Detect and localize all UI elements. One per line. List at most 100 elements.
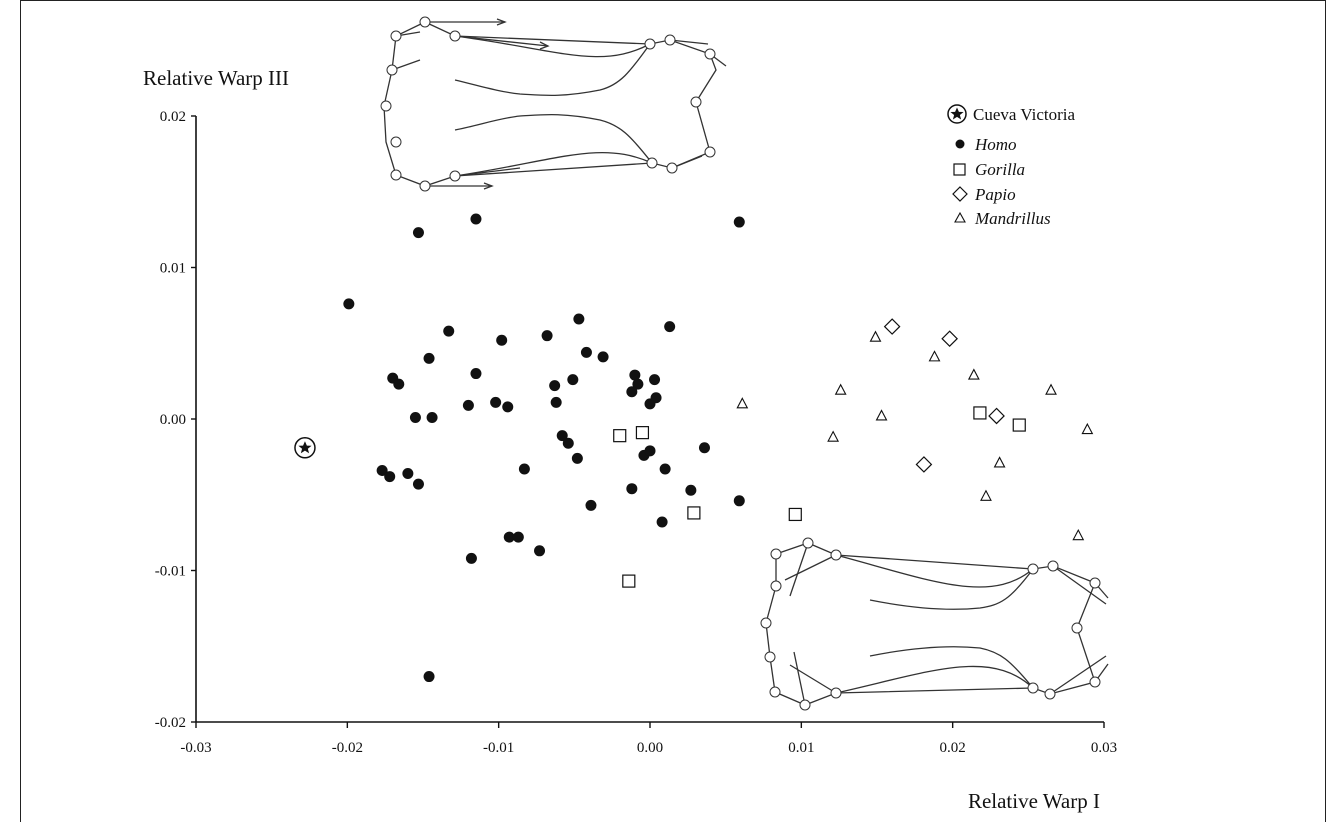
data-points: [294, 213, 1094, 683]
bone-outline-bottom-diagram: [760, 537, 1109, 711]
data-point-mandrillus: [928, 350, 941, 362]
bone-outline-top-diagram: [380, 16, 727, 192]
data-point-homo: [393, 378, 405, 390]
data-point-homo: [733, 216, 745, 228]
data-point-homo: [562, 437, 574, 449]
data-point-homo: [549, 380, 561, 392]
data-point-mandrillus: [993, 456, 1006, 468]
data-point-homo: [629, 369, 641, 381]
data-point-gorilla: [635, 426, 650, 440]
data-point-homo: [580, 346, 592, 358]
data-point-homo: [402, 468, 414, 480]
data-point-homo: [573, 313, 585, 325]
x-tick-label: -0.01: [483, 740, 514, 756]
data-point-papio: [915, 456, 933, 473]
data-point-homo: [412, 227, 424, 239]
x-tick-label: 0.00: [637, 740, 663, 756]
data-point-homo: [733, 495, 745, 507]
x-tick-label: -0.03: [180, 740, 211, 756]
data-point-homo: [423, 352, 435, 364]
data-point-homo: [585, 499, 597, 511]
data-point-homo: [465, 552, 477, 564]
y-axis-title: Relative Warp III: [143, 66, 289, 90]
legend-label-papio: Papio: [974, 185, 1016, 204]
legend-marker-cueva-victoria: [947, 104, 967, 124]
data-point-homo: [626, 483, 638, 495]
data-point-papio: [941, 330, 958, 348]
y-tick-label: 0.00: [160, 412, 186, 428]
data-point-homo: [409, 411, 421, 423]
data-point-gorilla: [622, 574, 636, 588]
data-point-gorilla: [1012, 418, 1026, 432]
x-tick-label: 0.01: [788, 740, 814, 756]
data-point-mandrillus: [1072, 528, 1085, 541]
legend-marker-mandrillus: [954, 211, 966, 223]
data-point-homo: [664, 321, 676, 333]
data-point-mandrillus: [827, 430, 840, 442]
data-point-homo: [650, 392, 662, 404]
data-point-cueva-victoria: [294, 437, 316, 459]
data-point-homo: [503, 531, 515, 543]
data-point-homo: [376, 465, 388, 477]
data-point-homo: [597, 351, 609, 363]
x-ticks: -0.03 -0.02 -0.01 0.00 0.01 0.02 0.03: [180, 722, 1117, 756]
data-point-mandrillus: [967, 368, 980, 380]
x-axis-title: Relative Warp I: [968, 789, 1100, 813]
data-point-homo: [656, 516, 668, 528]
data-point-homo: [685, 484, 697, 496]
data-point-mandrillus: [869, 330, 882, 342]
data-point-homo: [423, 671, 435, 683]
y-tick-label: -0.02: [155, 715, 186, 731]
y-tick-label: 0.01: [160, 261, 186, 277]
y-ticks: 0.02 0.01 0.00 -0.01 -0.02: [155, 109, 196, 731]
x-tick-label: -0.02: [332, 740, 363, 756]
x-tick-label: 0.02: [940, 740, 966, 756]
data-point-homo: [462, 399, 474, 411]
data-point-homo: [567, 374, 579, 386]
data-point-homo: [632, 378, 644, 390]
data-point-mandrillus: [875, 409, 888, 421]
y-tick-label: -0.01: [155, 564, 186, 580]
axes: [195, 116, 1104, 723]
data-point-homo: [534, 545, 546, 557]
data-point-homo: [541, 330, 553, 342]
data-point-papio: [988, 407, 1005, 425]
data-point-homo: [412, 478, 424, 490]
legend: Cueva Victoria Homo Gorilla Papio Mandri…: [947, 104, 1076, 228]
data-point-gorilla: [687, 506, 701, 520]
legend-marker-papio: [952, 186, 968, 202]
data-point-gorilla: [788, 507, 802, 522]
legend-marker-homo: [955, 139, 965, 149]
data-point-homo: [470, 213, 482, 225]
legend-marker-gorilla: [953, 163, 966, 176]
data-point-homo: [698, 442, 710, 454]
data-point-papio: [883, 318, 901, 335]
data-point-gorilla: [973, 406, 987, 420]
data-point-homo: [649, 374, 661, 386]
legend-label-gorilla: Gorilla: [975, 160, 1025, 179]
y-tick-label: 0.02: [160, 109, 186, 125]
legend-label-homo: Homo: [974, 135, 1017, 154]
data-point-homo: [470, 368, 482, 380]
data-point-mandrillus: [1081, 422, 1094, 435]
data-point-homo: [644, 445, 656, 457]
data-point-homo: [626, 386, 638, 398]
data-point-homo: [556, 430, 568, 442]
data-point-mandrillus: [980, 489, 992, 501]
x-tick-label: 0.03: [1091, 740, 1117, 756]
data-point-homo: [343, 298, 355, 310]
data-point-homo: [443, 325, 455, 337]
data-point-mandrillus: [834, 383, 847, 395]
data-point-homo: [571, 452, 583, 464]
legend-label-mandrillus: Mandrillus: [974, 209, 1051, 228]
data-point-homo: [384, 471, 396, 483]
data-point-mandrillus: [736, 397, 749, 409]
data-point-homo: [490, 396, 502, 408]
data-point-gorilla: [613, 429, 627, 443]
data-point-homo: [518, 463, 530, 475]
data-point-homo: [550, 396, 562, 408]
data-point-homo: [502, 401, 514, 413]
legend-label-cueva-victoria: Cueva Victoria: [973, 105, 1076, 124]
data-point-mandrillus: [1045, 383, 1057, 395]
